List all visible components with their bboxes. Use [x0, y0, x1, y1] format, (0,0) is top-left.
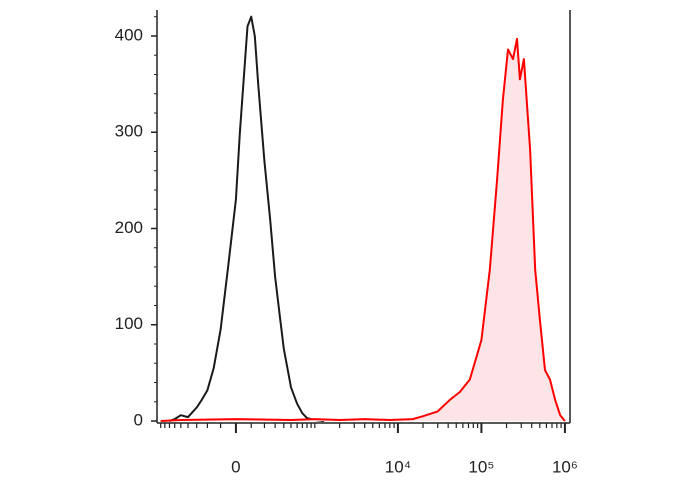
x-tick-label: 10⁵ — [468, 457, 494, 476]
y-tick-label: 0 — [134, 410, 143, 429]
y-tick-label: 300 — [115, 122, 143, 141]
histogram-area — [160, 38, 565, 422]
histogram-line — [169, 15, 325, 422]
x-tick-label: 10⁴ — [385, 457, 411, 476]
y-tick-label: 100 — [115, 314, 143, 333]
y-tick-label: 400 — [115, 25, 143, 44]
y-tick-label: 200 — [115, 218, 143, 237]
x-tick-label: 10⁶ — [552, 457, 578, 476]
x-tick-label: 0 — [231, 457, 240, 476]
histogram-line — [160, 37, 566, 422]
